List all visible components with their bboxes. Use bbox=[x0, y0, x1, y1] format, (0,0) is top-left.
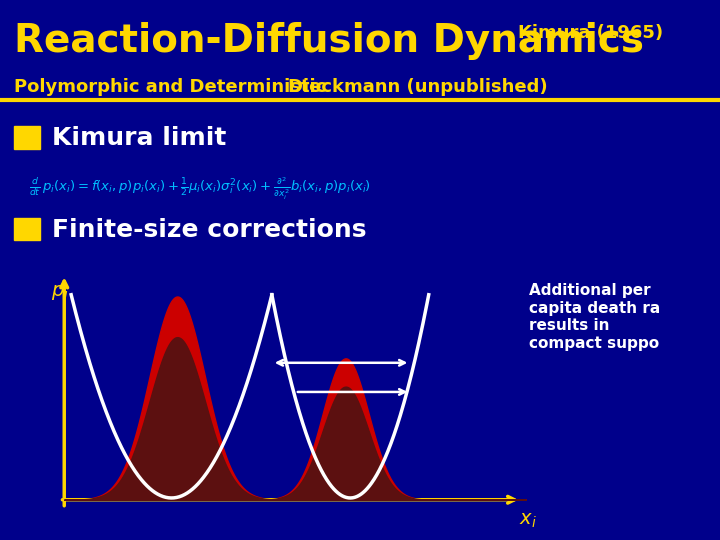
Text: Finite-size corrections: Finite-size corrections bbox=[52, 218, 366, 241]
Bar bbox=[14, 218, 40, 240]
Text: $x_i$: $x_i$ bbox=[518, 511, 536, 530]
Text: Additional per
capita death ra
results in
compact suppo: Additional per capita death ra results i… bbox=[529, 284, 660, 350]
Text: Polymorphic and Deterministic: Polymorphic and Deterministic bbox=[14, 78, 327, 96]
Text: Dieckmann (unpublished): Dieckmann (unpublished) bbox=[288, 78, 548, 96]
Text: Reaction-Diffusion Dynamics: Reaction-Diffusion Dynamics bbox=[14, 22, 644, 59]
Text: $p_i$: $p_i$ bbox=[51, 284, 70, 302]
Text: Kimura limit: Kimura limit bbox=[52, 126, 226, 150]
Bar bbox=[14, 126, 40, 148]
Text: $\frac{d}{dt}\,p_i(x_i) = f(x_i,p)p_i(x_i) + \frac{1}{2}\mu_i(x_i)\sigma_i^2(x_i: $\frac{d}{dt}\,p_i(x_i) = f(x_i,p)p_i(x_… bbox=[29, 176, 371, 202]
Text: Kimura (1965): Kimura (1965) bbox=[518, 24, 664, 42]
